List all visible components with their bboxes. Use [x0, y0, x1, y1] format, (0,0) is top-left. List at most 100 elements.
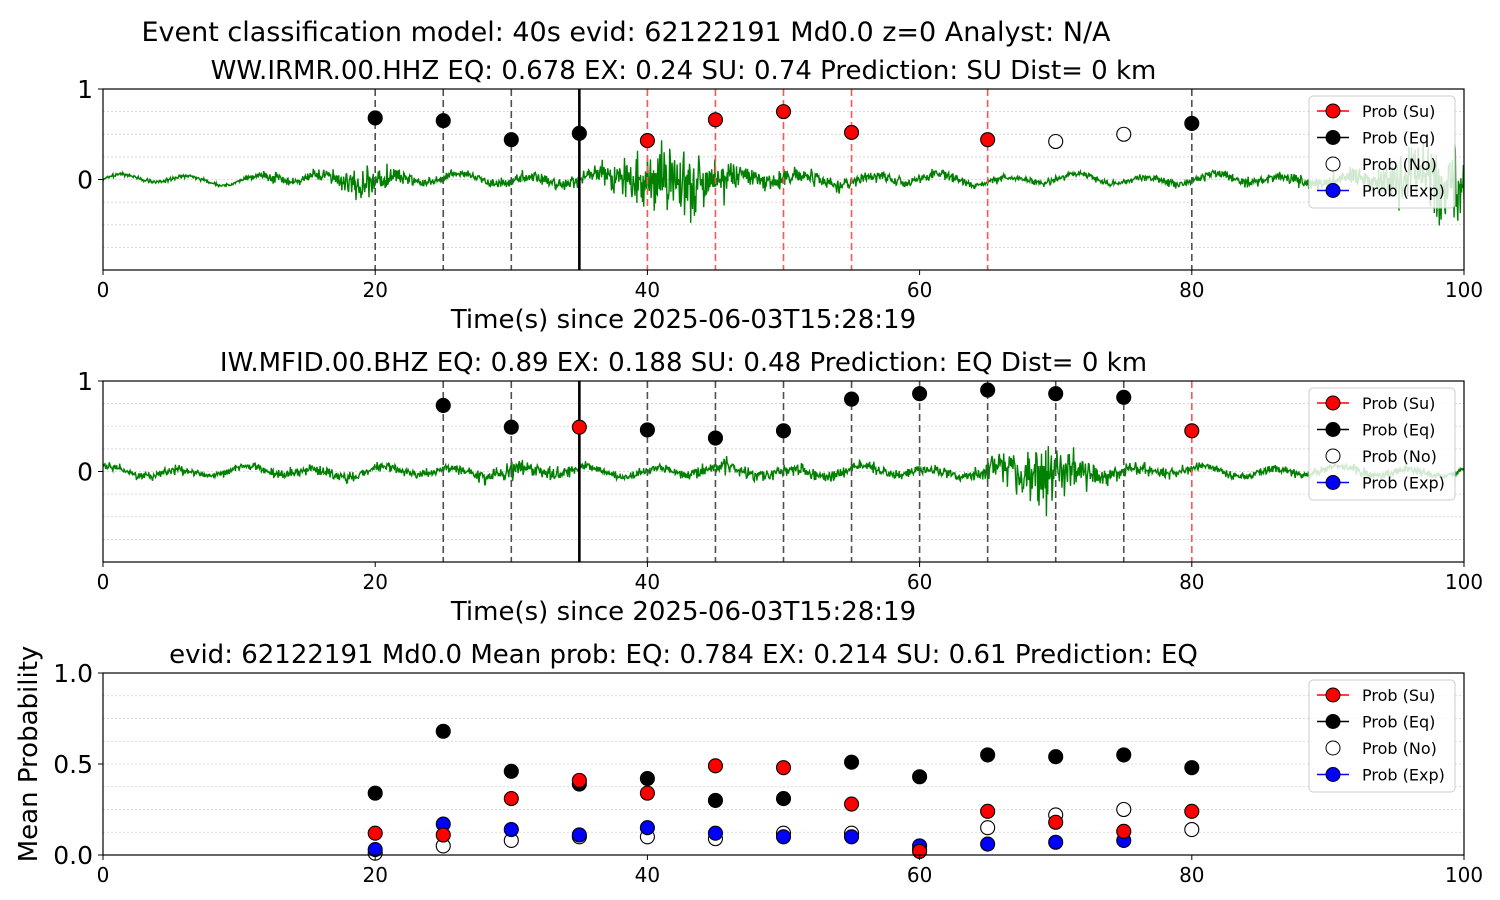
- y-tick-label: 0.0: [53, 841, 93, 870]
- x-tick-label: 0: [97, 570, 110, 594]
- y-tick-label: 1: [77, 367, 93, 396]
- data-point: [1048, 749, 1064, 765]
- data-point: [571, 772, 587, 788]
- x-tick-label: 60: [907, 863, 932, 887]
- data-point: [1184, 760, 1200, 776]
- x-axis-label: Time(s) since 2025-06-03T15:28:19: [450, 305, 916, 335]
- data-point: [639, 820, 655, 836]
- x-tick-label: 40: [635, 278, 660, 302]
- legend-label: Prob (Su): [1362, 686, 1435, 705]
- legend-marker: [1325, 422, 1341, 437]
- data-point: [707, 112, 724, 128]
- legend-label: Prob (Exp): [1362, 474, 1445, 493]
- x-axis-label: Time(s) since 2025-06-03T15:28:19: [450, 597, 916, 627]
- y-tick-label: 0.5: [53, 750, 93, 779]
- legend-box: [1308, 679, 1456, 793]
- x-tick-label: 80: [1179, 570, 1204, 594]
- legend-marker: [1325, 740, 1341, 756]
- data-point: [639, 785, 655, 801]
- waveform-trace: [103, 140, 1464, 226]
- legend-marker: [1325, 130, 1341, 145]
- data-point: [707, 430, 724, 446]
- legend-marker: [1325, 183, 1341, 198]
- x-tick-label: 60: [907, 278, 932, 302]
- x-tick-label: 40: [635, 863, 660, 887]
- data-point: [843, 829, 860, 845]
- data-point: [503, 821, 519, 838]
- data-point: [912, 769, 928, 785]
- figure-suptitle: Event classification model: 40s evid: 62…: [141, 17, 1111, 48]
- legend-label: Prob (No): [1362, 739, 1437, 758]
- legend: Prob (Su) Prob (Eq) Prob (No) Prob (Exp): [1308, 95, 1456, 209]
- x-tick-label: 100: [1445, 278, 1483, 302]
- data-point: [843, 796, 860, 812]
- y-axis-label: Mean Probability: [14, 646, 44, 863]
- y-tick-label: 0: [77, 458, 93, 487]
- data-point: [843, 754, 860, 770]
- data-point: [367, 785, 383, 801]
- x-tick-label: 100: [1445, 570, 1483, 594]
- legend-marker: [1325, 714, 1341, 729]
- legend-label: Prob (Eq): [1362, 421, 1435, 440]
- data-point: [980, 382, 996, 398]
- data-point: [1184, 423, 1200, 439]
- data-point: [1116, 801, 1132, 818]
- x-tick-label: 80: [1179, 863, 1204, 887]
- data-point: [503, 132, 519, 148]
- legend-box: [1308, 95, 1456, 209]
- legend-marker: [1325, 767, 1341, 782]
- panel-title: IW.MFID.00.BHZ EQ: 0.89 EX: 0.188 SU: 0.…: [220, 348, 1147, 378]
- data-point: [980, 820, 996, 836]
- data-point: [1116, 389, 1132, 405]
- legend: Prob (Su) Prob (Eq) Prob (No) Prob (Exp): [1308, 387, 1456, 501]
- x-tick-label: 40: [635, 570, 660, 594]
- data-point: [571, 125, 587, 141]
- data-point: [503, 791, 519, 807]
- panel-3: 0 20 40 60 80 100 0.0 0.5 1.0 evid: 62122191 Md0.…: [14, 640, 1483, 887]
- data-point: [775, 829, 792, 845]
- data-point: [1184, 803, 1200, 819]
- x-tick-label: 0: [97, 863, 110, 887]
- data-point: [1048, 834, 1064, 850]
- data-point: [775, 423, 792, 439]
- panel-2: 0 20 40 60 80 100 0 1 IW.MFID.00.BHZ EQ: 0.89 EX…: [77, 348, 1483, 627]
- data-point: [843, 124, 860, 140]
- legend-marker: [1325, 475, 1341, 490]
- data-point: [980, 747, 996, 763]
- data-point: [775, 760, 792, 776]
- data-point: [980, 803, 996, 819]
- data-point: [1116, 747, 1132, 763]
- y-tick-label: 1.0: [53, 659, 93, 688]
- data-point: [639, 422, 655, 438]
- data-point: [1116, 126, 1132, 142]
- legend: Prob (Su) Prob (Eq) Prob (No) Prob (Exp): [1308, 679, 1456, 793]
- data-point: [435, 397, 451, 413]
- legend-label: Prob (Exp): [1362, 766, 1445, 785]
- data-point: [435, 827, 451, 843]
- legend-marker: [1325, 103, 1341, 119]
- data-point: [775, 104, 792, 120]
- data-point: [1048, 133, 1064, 150]
- legend-marker: [1325, 156, 1341, 172]
- data-point: [435, 113, 451, 129]
- data-point: [503, 419, 519, 435]
- data-point: [843, 391, 860, 407]
- data-point: [367, 110, 383, 126]
- x-tick-label: 20: [362, 863, 387, 887]
- data-point: [1048, 386, 1064, 402]
- data-point: [571, 419, 587, 435]
- legend-label: Prob (Eq): [1362, 129, 1435, 148]
- legend-label: Prob (Su): [1362, 394, 1435, 413]
- panel-title: WW.IRMR.00.HHZ EQ: 0.678 EX: 0.24 SU: 0.…: [211, 56, 1157, 86]
- legend-marker: [1325, 687, 1341, 703]
- data-point: [503, 763, 519, 779]
- data-point: [435, 723, 451, 739]
- x-tick-label: 100: [1445, 863, 1483, 887]
- x-tick-label: 0: [97, 278, 110, 302]
- data-point: [571, 827, 587, 843]
- data-point: [1116, 823, 1132, 839]
- data-point: [980, 836, 996, 852]
- x-tick-label: 80: [1179, 278, 1204, 302]
- data-point: [1184, 821, 1200, 838]
- legend-marker: [1325, 395, 1341, 411]
